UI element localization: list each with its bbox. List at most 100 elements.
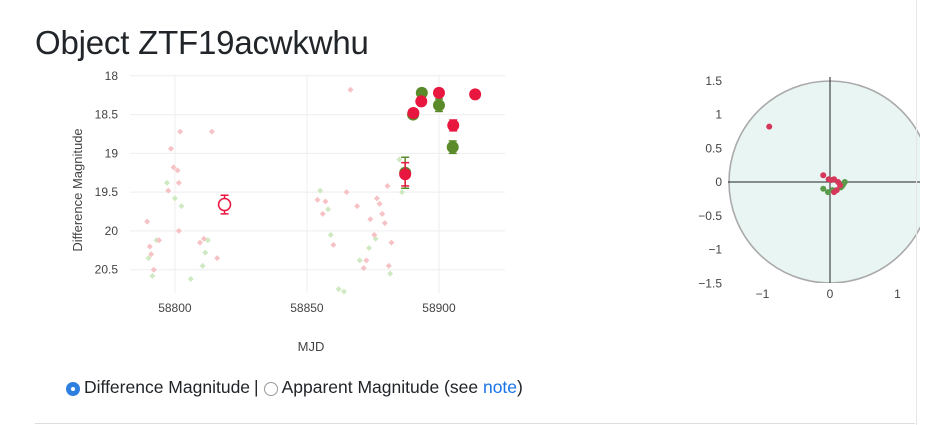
r-band-upper-limit[interactable] — [384, 182, 391, 189]
divider — [35, 423, 915, 424]
position-plot[interactable]: 1.5 1 0.5 0 −0.5 −1 −1.5 −1 0 1 — [690, 70, 920, 310]
position-y-tick-label: 0.5 — [705, 141, 722, 155]
r-band-upper-limit[interactable] — [343, 189, 350, 196]
g-band-upper-limit[interactable] — [317, 187, 324, 194]
position-y-tick-label: 1 — [715, 108, 722, 122]
r-band-detection[interactable] — [399, 168, 412, 181]
lightcurve-ticks: 18 18.5 19 19.5 20 20.5 58800 58850 58900 — [95, 70, 456, 315]
position-y-tick-label: −1.5 — [698, 276, 722, 290]
position-x-tick-label: 0 — [827, 287, 834, 301]
r-band-position[interactable] — [837, 182, 844, 189]
separator: | — [254, 377, 259, 397]
panel-border — [916, 0, 917, 425]
r-band-detection[interactable] — [432, 86, 445, 99]
r-band-position[interactable] — [766, 123, 773, 130]
r-band-upper-limit[interactable] — [381, 220, 388, 227]
close-paren: ) — [517, 377, 523, 397]
r-band-position[interactable] — [831, 189, 838, 196]
r-band-upper-limit[interactable] — [322, 198, 329, 205]
r-band-upper-limit[interactable] — [376, 200, 383, 207]
r-band-detection[interactable] — [407, 107, 420, 120]
r-band-upper-limit[interactable] — [175, 227, 182, 234]
r-band-upper-limit[interactable] — [371, 231, 378, 238]
g-band-upper-limit[interactable] — [202, 249, 209, 256]
r-band-upper-limit[interactable] — [174, 167, 181, 174]
g-band-detection[interactable] — [415, 86, 428, 99]
r-band-upper-limit[interactable] — [319, 210, 326, 217]
difference-magnitude-label[interactable]: Difference Magnitude — [84, 377, 251, 397]
r-band-upper-limit[interactable] — [314, 196, 321, 203]
r-band-upper-limit[interactable] — [165, 187, 172, 194]
r-band-position[interactable] — [820, 172, 827, 179]
lightcurve-marks[interactable] — [144, 86, 482, 295]
r-band-upper-limit[interactable] — [150, 266, 157, 273]
g-band-position[interactable] — [824, 189, 831, 196]
g-band-upper-limit[interactable] — [325, 206, 332, 213]
r-band-upper-limit[interactable] — [208, 128, 215, 135]
g-band-upper-limit[interactable] — [199, 262, 206, 269]
r-band-upper-limit[interactable] — [330, 241, 337, 248]
r-band-upper-limit[interactable] — [354, 203, 361, 210]
position-plot-area — [728, 77, 920, 283]
g-band-upper-limit[interactable] — [365, 245, 372, 252]
r-band-upper-limit[interactable] — [167, 145, 174, 152]
position-plot-layer: 1.5 1 0.5 0 −0.5 −1 −1.5 −1 0 1 — [698, 74, 920, 301]
x-axis-label: MJD — [298, 339, 325, 354]
difference-magnitude-radio[interactable] — [66, 381, 80, 396]
g-band-upper-limit[interactable] — [356, 257, 363, 264]
g-band-upper-limit[interactable] — [335, 286, 342, 293]
g-band-detection[interactable] — [446, 141, 459, 154]
position-y-tick-label: 1.5 — [705, 74, 722, 88]
g-band-upper-limit[interactable] — [340, 288, 347, 295]
apparent-magnitude-label[interactable]: Apparent Magnitude (see — [281, 377, 483, 397]
lightcurve-plot[interactable]: 18 18.5 19 19.5 20 20.5 58800 58850 58900 Differ… — [0, 70, 560, 370]
position-y-tick-label: −0.5 — [698, 209, 722, 223]
r-band-detection[interactable] — [469, 88, 482, 101]
r-band-upper-limit[interactable] — [363, 257, 370, 264]
position-x-tick-label: −1 — [756, 287, 770, 301]
x-tick-label: 58800 — [158, 301, 192, 315]
g-band-upper-limit[interactable] — [387, 270, 394, 277]
x-tick-label: 58850 — [290, 301, 324, 315]
page-title: Object ZTF19acwkwhu — [35, 24, 369, 61]
g-band-upper-limit[interactable] — [396, 156, 403, 163]
note-link[interactable]: note — [482, 377, 518, 397]
y-tick-label: 19.5 — [95, 185, 119, 199]
r-band-upper-limit[interactable] — [170, 164, 177, 171]
r-band-upper-limit[interactable] — [360, 265, 367, 272]
r-band-detection[interactable] — [415, 95, 428, 108]
r-band-upper-limit[interactable] — [347, 86, 354, 93]
r-band-upper-limit[interactable] — [144, 218, 151, 225]
r-band-upper-limit[interactable] — [146, 243, 153, 250]
r-band-upper-limit[interactable] — [379, 210, 386, 217]
r-band-upper-limit[interactable] — [214, 255, 221, 262]
r-band-upper-limit[interactable] — [200, 235, 207, 242]
position-y-tick-label: 0 — [715, 175, 722, 189]
r-band-upper-limit[interactable] — [175, 179, 182, 186]
magnitude-toggle[interactable]: Difference Magnitude | Apparent Magnitud… — [66, 377, 523, 398]
g-band-upper-limit[interactable] — [178, 203, 185, 210]
r-band-upper-limit[interactable] — [373, 195, 380, 202]
lightcurve-grid — [130, 75, 505, 293]
r-band-upper-limit[interactable] — [148, 251, 155, 258]
y-tick-label: 19 — [105, 146, 119, 160]
r-band-detection[interactable] — [447, 119, 460, 132]
r-band-forced-photometry[interactable] — [217, 197, 232, 212]
g-band-upper-limit[interactable] — [399, 189, 406, 196]
g-band-upper-limit[interactable] — [187, 276, 194, 283]
r-band-upper-limit[interactable] — [388, 239, 395, 246]
g-band-upper-limit[interactable] — [171, 195, 178, 202]
r-band-upper-limit[interactable] — [177, 128, 184, 135]
g-band-upper-limit[interactable] — [145, 255, 152, 262]
g-band-detection[interactable] — [432, 99, 445, 112]
g-band-position[interactable] — [820, 185, 827, 192]
g-band-upper-limit[interactable] — [327, 231, 334, 238]
y-tick-label: 20.5 — [95, 263, 119, 277]
r-band-upper-limit[interactable] — [367, 216, 374, 223]
r-band-upper-limit[interactable] — [196, 239, 203, 246]
g-band-upper-limit[interactable] — [163, 179, 170, 186]
apparent-magnitude-radio[interactable] — [263, 381, 278, 396]
r-band-upper-limit[interactable] — [385, 262, 392, 269]
r-band-upper-limit[interactable] — [156, 237, 163, 244]
g-band-upper-limit[interactable] — [149, 272, 156, 279]
